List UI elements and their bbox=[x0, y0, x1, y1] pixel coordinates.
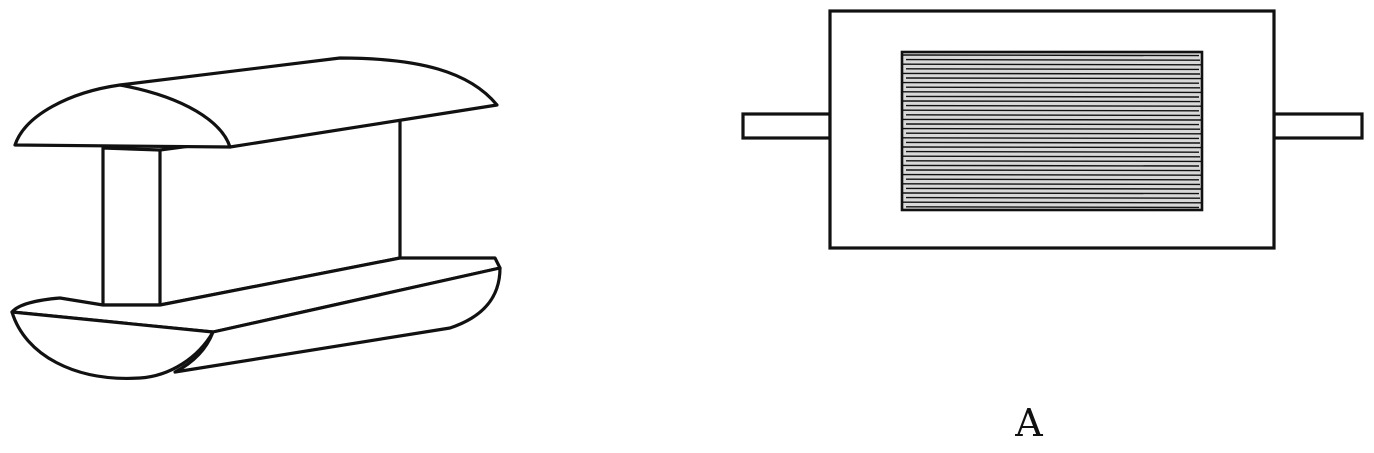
winding-wire bbox=[902, 137, 1200, 140]
winding-wire bbox=[905, 58, 1201, 61]
winding-wire bbox=[905, 141, 1201, 144]
winding-wire bbox=[902, 109, 1200, 112]
winding-wire bbox=[902, 72, 1201, 75]
winding-wire bbox=[902, 54, 1200, 57]
winding-wire bbox=[905, 196, 1201, 199]
winding-wire bbox=[905, 114, 1201, 117]
wound-armature-drawing bbox=[741, 9, 1364, 250]
shuttle-armature-drawing bbox=[10, 56, 502, 380]
lower-pole-piece bbox=[10, 256, 502, 380]
winding-wire bbox=[902, 81, 1200, 84]
winding-wire bbox=[902, 164, 1200, 167]
winding-wire bbox=[902, 63, 1202, 66]
winding-wire bbox=[902, 155, 1201, 158]
winding-wire bbox=[905, 77, 1202, 80]
winding-wire bbox=[902, 173, 1202, 176]
winding-wire bbox=[905, 206, 1200, 209]
winding-wire bbox=[905, 169, 1201, 172]
winding-wire bbox=[905, 86, 1201, 89]
winding-wire bbox=[902, 146, 1202, 149]
winding-wire bbox=[902, 127, 1201, 130]
winding-wire bbox=[905, 68, 1200, 71]
shaft-left bbox=[741, 112, 832, 140]
winding-wire bbox=[905, 160, 1202, 163]
winding-wire bbox=[905, 104, 1202, 107]
winding-wire bbox=[905, 187, 1202, 190]
winding-wire bbox=[902, 201, 1202, 204]
figure-label: A bbox=[1015, 401, 1043, 445]
winding-wire bbox=[902, 118, 1202, 121]
winding-lines bbox=[902, 54, 1202, 209]
winding-wire bbox=[905, 123, 1200, 126]
winding-wire bbox=[905, 95, 1200, 98]
winding-wire bbox=[902, 91, 1202, 94]
winding-wire bbox=[905, 132, 1202, 135]
winding-wire bbox=[905, 178, 1200, 181]
upper-pole-piece bbox=[13, 56, 499, 149]
winding-wire bbox=[905, 150, 1200, 153]
winding-wire bbox=[902, 192, 1200, 195]
winding-wire bbox=[902, 100, 1201, 103]
shaft-right bbox=[1272, 112, 1364, 140]
winding-block bbox=[900, 50, 1204, 212]
winding-wire bbox=[902, 183, 1201, 186]
